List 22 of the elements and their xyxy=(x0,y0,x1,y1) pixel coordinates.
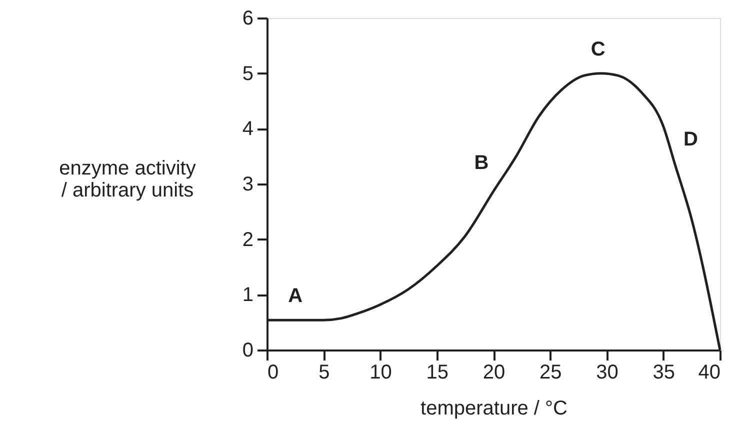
x-tick-label: 5 xyxy=(318,362,330,384)
annotation: D xyxy=(683,128,698,151)
y-tick-label: 2 xyxy=(242,228,254,251)
x-tick-label: 20 xyxy=(482,362,506,384)
x-tick-label: 15 xyxy=(426,362,448,384)
x-tick-label: 10 xyxy=(370,362,392,384)
annotation: A xyxy=(288,285,303,308)
x-tick-label: 40 xyxy=(698,362,720,384)
y-tick-label: 6 xyxy=(242,8,254,30)
x-tick-label: 30 xyxy=(596,362,618,384)
annotation: C xyxy=(590,38,606,60)
y-tick-label: 4 xyxy=(242,118,254,140)
y-tick-label: 3 xyxy=(242,174,254,196)
y-tick-label: 0 xyxy=(242,340,254,362)
annotation: B xyxy=(474,152,489,174)
x-tick-label: 0 xyxy=(268,362,279,384)
y-axis-title: enzyme activity / arbitrary units xyxy=(59,158,196,202)
x-axis-title: temperature / °C xyxy=(420,398,568,420)
x-tick-label: 25 xyxy=(540,362,562,384)
y-tick-label: 5 xyxy=(242,62,254,85)
y-tick-label: 1 xyxy=(242,284,254,306)
x-tick-label: 35 xyxy=(652,362,675,384)
